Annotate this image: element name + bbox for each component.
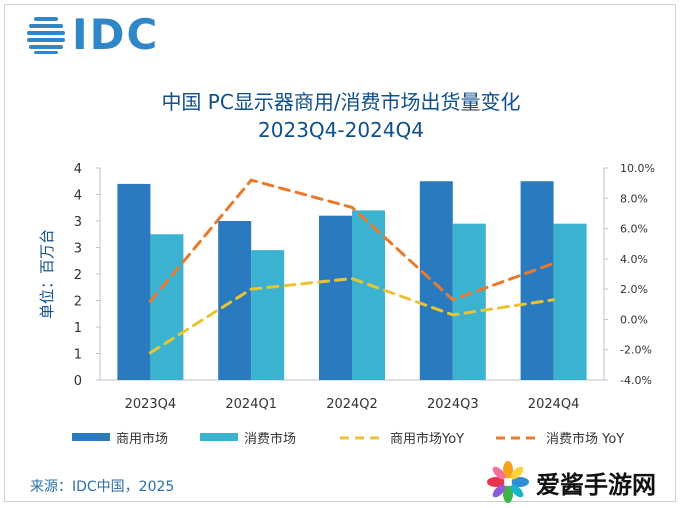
legend-label: 商用市场 — [116, 431, 168, 447]
y2-tick-label: 0.0% — [620, 313, 648, 326]
idc-logo: IDC — [26, 14, 159, 56]
bar-consumer — [553, 223, 587, 380]
legend-label: 消费市场 YoY — [546, 431, 624, 447]
y-tick-label: 2 — [74, 268, 82, 283]
x-tick-label: 2024Q4 — [528, 397, 580, 412]
y-axis-label: 单位：百万台 — [38, 229, 56, 319]
y-tick-label: 4 — [74, 162, 82, 177]
y-tick-label: 3 — [74, 242, 82, 257]
y-tick-label: 4 — [74, 189, 82, 204]
bar-commercial — [218, 221, 252, 380]
y2-tick-label: 4.0% — [620, 253, 648, 266]
y-tick-label: 1 — [74, 321, 82, 336]
chart-subtitle: 2023Q4-2024Q4 — [258, 118, 424, 142]
y2-tick-label: 2.0% — [620, 283, 648, 296]
logo-text: IDC — [72, 10, 160, 59]
bar-consumer — [352, 210, 385, 380]
bar-commercial — [419, 181, 453, 380]
chart-plot: 0 1 1 2 2 3 3 4 4 -4.0% -2.0% 0.0% 2.0% 4.0% 6.0% 8.0% 1… — [38, 162, 655, 447]
y2-tick-label: 10.0% — [620, 162, 655, 175]
bar-consumer — [150, 234, 184, 380]
bar-consumer — [452, 223, 486, 380]
bar-commercial — [319, 215, 352, 380]
y2-tick-label: -2.0% — [620, 344, 652, 357]
y-tick-label: 1 — [74, 348, 82, 363]
bar-commercial — [117, 183, 151, 380]
x-tick-label: 2024Q2 — [326, 397, 378, 412]
source-note: 来源：IDC中国，2025 — [30, 479, 175, 495]
x-tick-label: 2024Q3 — [427, 397, 479, 412]
chart-title: 中国 PC显示器商用/消费市场出货量变化 — [161, 90, 521, 114]
bar-commercial — [520, 181, 554, 380]
y2-tick-label: -4.0% — [620, 374, 652, 387]
y-tick-label: 3 — [74, 215, 82, 230]
y2-tick-label: 6.0% — [620, 223, 648, 236]
watermark: 爱酱手游网 — [486, 460, 656, 504]
globe-icon — [27, 17, 65, 54]
x-tick-label: 2024Q1 — [225, 397, 277, 412]
y-tick-label: 0 — [74, 374, 82, 389]
legend-swatch — [200, 433, 238, 441]
legend-label: 消费市场 — [244, 431, 296, 447]
y-tick-label: 2 — [74, 295, 82, 310]
bar-consumer — [251, 250, 285, 380]
watermark-text: 爱酱手游网 — [536, 470, 656, 499]
pinwheel-icon — [487, 461, 529, 503]
y2-tick-label: 8.0% — [620, 192, 648, 205]
legend-label: 商用市场YoY — [390, 431, 464, 447]
x-tick-label: 2023Q4 — [125, 397, 177, 412]
legend-swatch — [72, 433, 110, 441]
